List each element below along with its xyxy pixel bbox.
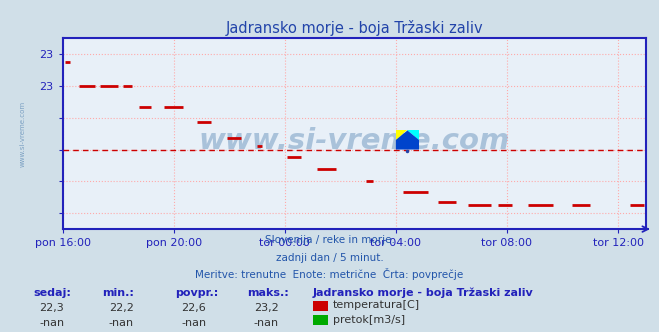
Text: -nan: -nan — [40, 318, 65, 328]
Polygon shape — [407, 130, 419, 140]
Text: 22,2: 22,2 — [109, 303, 134, 313]
Text: min.:: min.: — [102, 288, 134, 298]
Text: pretok[m3/s]: pretok[m3/s] — [333, 315, 405, 325]
Text: 23,2: 23,2 — [254, 303, 279, 313]
Polygon shape — [396, 130, 419, 149]
Text: zadnji dan / 5 minut.: zadnji dan / 5 minut. — [275, 253, 384, 263]
Polygon shape — [396, 130, 407, 140]
Text: www.si-vreme.com: www.si-vreme.com — [198, 127, 510, 155]
Text: 22,3: 22,3 — [40, 303, 65, 313]
Text: Jadransko morje - boja Tržaski zaliv: Jadransko morje - boja Tržaski zaliv — [313, 288, 534, 298]
Text: povpr.:: povpr.: — [175, 288, 218, 298]
Text: 22,6: 22,6 — [181, 303, 206, 313]
Title: Jadransko morje - boja Tržaski zaliv: Jadransko morje - boja Tržaski zaliv — [225, 20, 483, 36]
Text: Meritve: trenutne  Enote: metrične  Črta: povprečje: Meritve: trenutne Enote: metrične Črta: … — [195, 268, 464, 280]
Text: temperatura[C]: temperatura[C] — [333, 300, 420, 310]
Text: -nan: -nan — [181, 318, 206, 328]
Text: -nan: -nan — [254, 318, 279, 328]
Text: maks.:: maks.: — [247, 288, 289, 298]
Text: www.si-vreme.com: www.si-vreme.com — [20, 101, 26, 167]
Text: Slovenija / reke in morje.: Slovenija / reke in morje. — [264, 235, 395, 245]
Text: -nan: -nan — [109, 318, 134, 328]
Text: sedaj:: sedaj: — [33, 288, 71, 298]
